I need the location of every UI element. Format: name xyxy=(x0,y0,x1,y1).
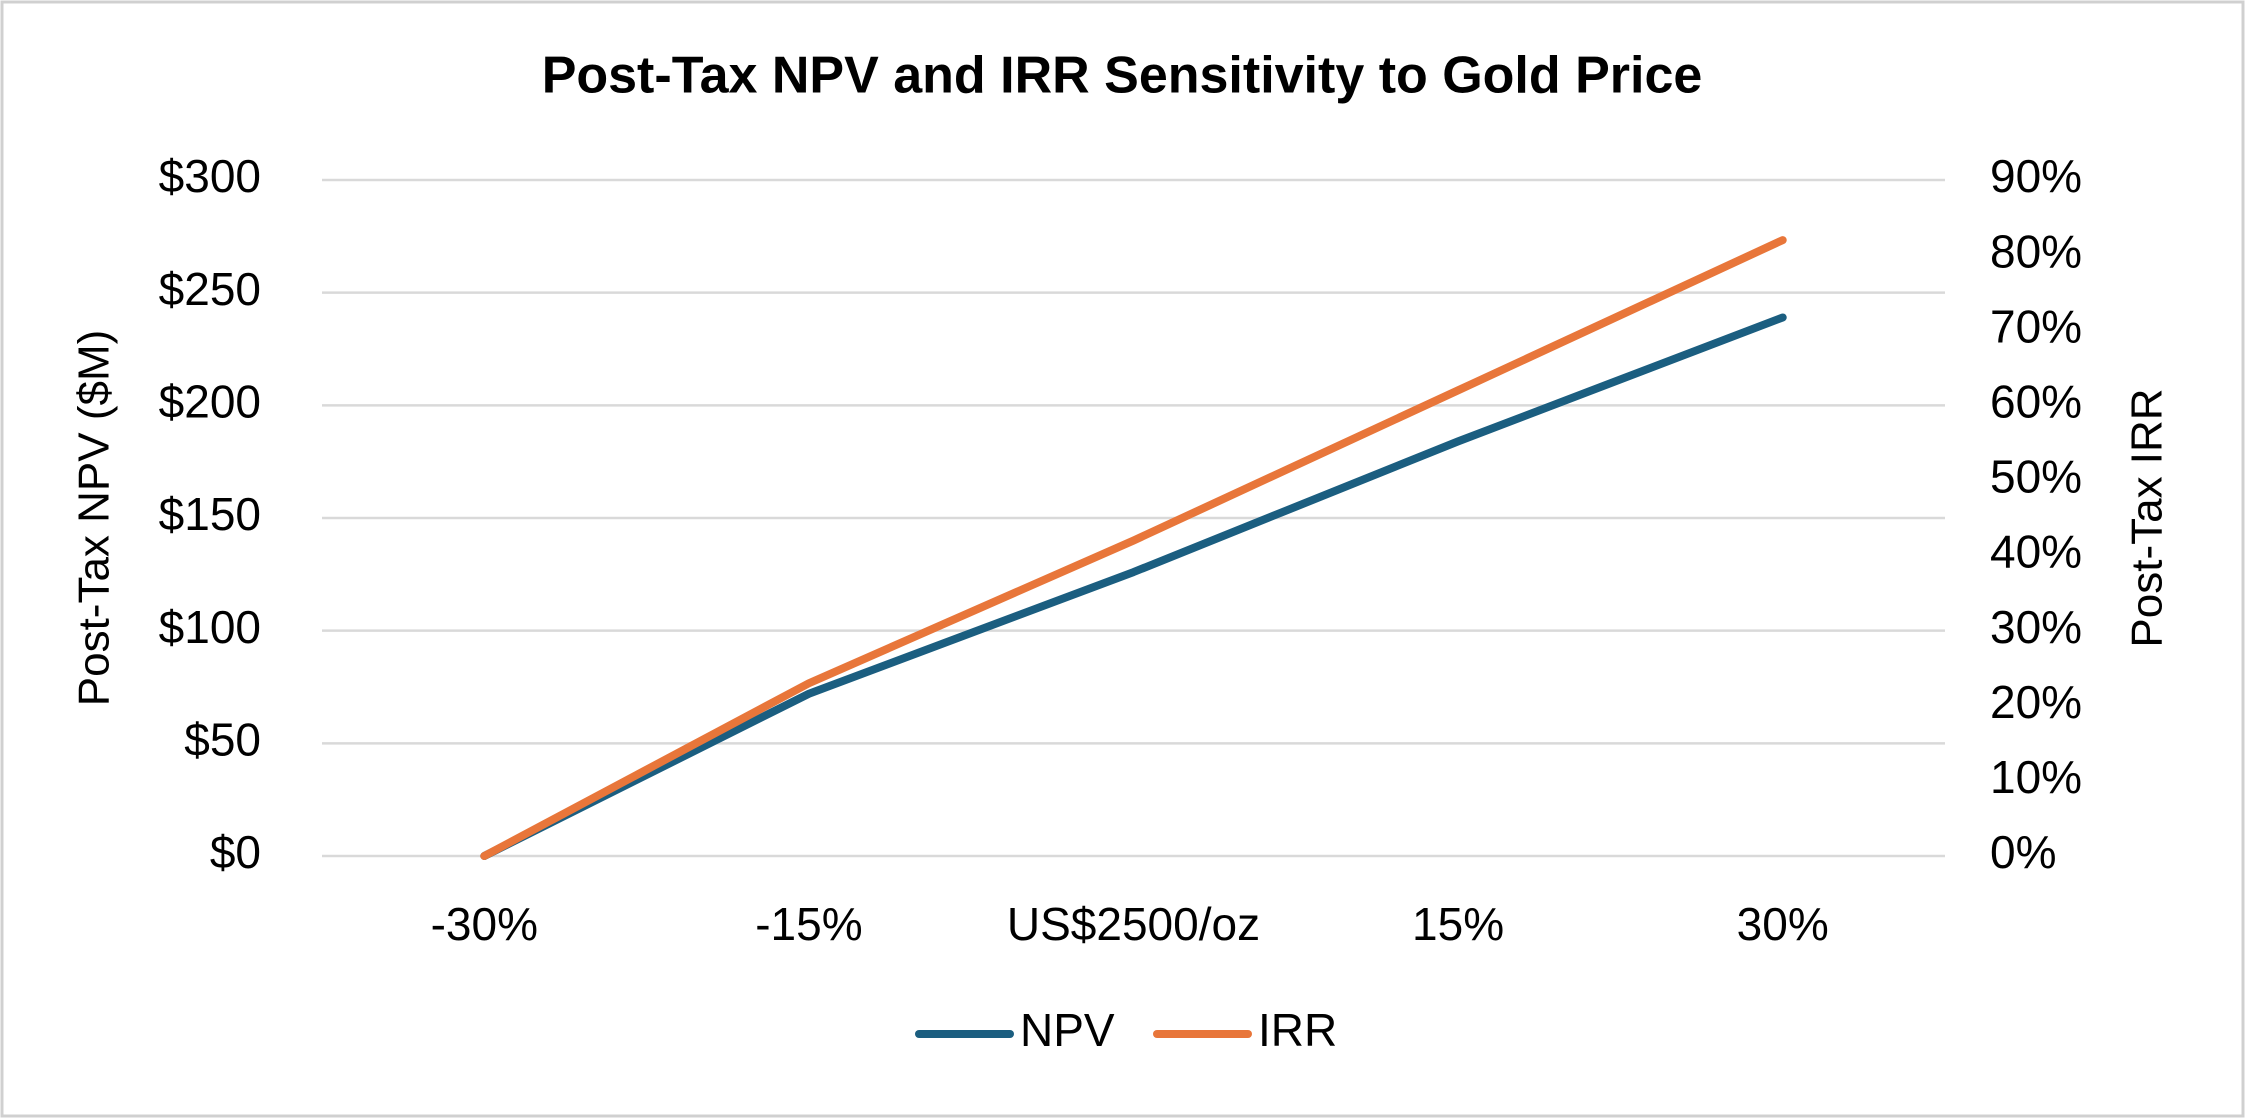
y2-tick-label: 40% xyxy=(1990,526,2082,578)
y2-tick-label: 10% xyxy=(1990,751,2082,803)
y-tick-label: $0 xyxy=(210,826,261,878)
chart-title: Post-Tax NPV and IRR Sensitivity to Gold… xyxy=(542,47,1703,105)
y2-tick-label: 20% xyxy=(1990,676,2082,728)
y2-tick-label: 70% xyxy=(1990,300,2082,352)
y-tick-label: $200 xyxy=(159,375,261,427)
x-tick-label: -30% xyxy=(431,898,538,950)
x-tick-label: 15% xyxy=(1412,898,1504,950)
y-tick-label: $300 xyxy=(159,150,261,202)
x-tick-label: -15% xyxy=(755,898,862,950)
y2-tick-label: 0% xyxy=(1990,826,2056,878)
y2-tick-label: 50% xyxy=(1990,451,2082,503)
y-tick-label: $100 xyxy=(159,601,261,653)
y2-tick-label: 90% xyxy=(1990,150,2082,202)
y2-tick-label: 30% xyxy=(1990,601,2082,653)
y2-axis-title: Post-Tax IRR xyxy=(2123,388,2172,647)
x-tick-label: 30% xyxy=(1737,898,1829,950)
legend-label: NPV xyxy=(1020,1004,1115,1056)
x-tick-label: US$2500/oz xyxy=(1007,898,1260,950)
y-tick-label: $50 xyxy=(184,713,261,765)
legend-label: IRR xyxy=(1258,1004,1337,1056)
y2-tick-label: 60% xyxy=(1990,375,2082,427)
y2-tick-label: 80% xyxy=(1990,225,2082,277)
y-tick-label: $150 xyxy=(159,488,261,540)
data-line xyxy=(480,313,1787,860)
data-line xyxy=(480,236,1787,860)
y-axis-title: Post-Tax NPV ($M) xyxy=(70,330,119,707)
y-tick-label: $250 xyxy=(159,263,261,315)
